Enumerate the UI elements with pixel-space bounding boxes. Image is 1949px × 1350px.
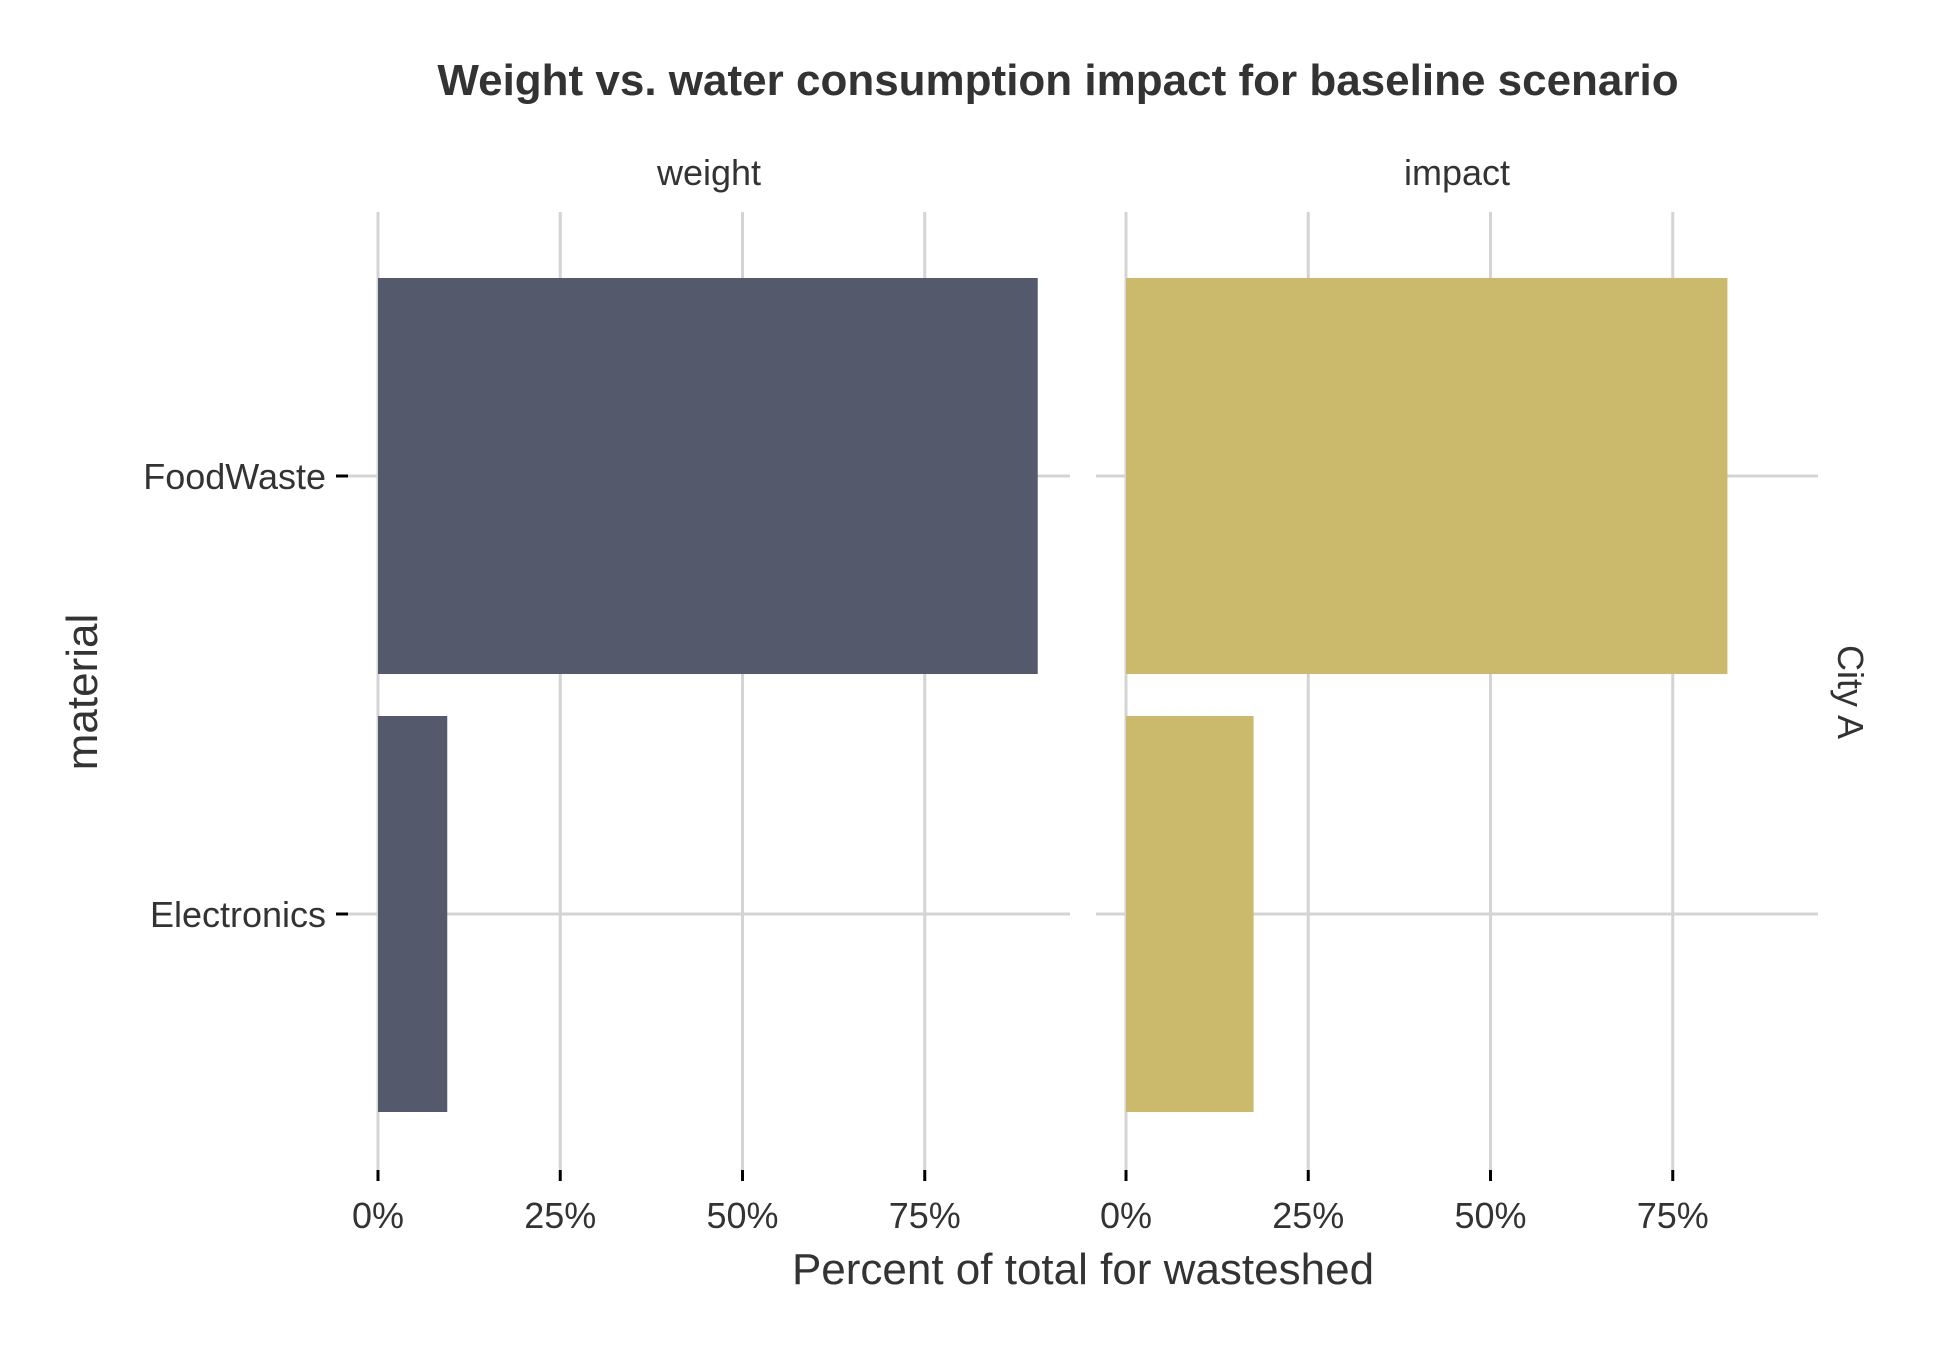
row-facet-label: City A	[1830, 645, 1871, 739]
x-tick-label: 75%	[889, 1195, 961, 1236]
x-tick-label: 0%	[1100, 1195, 1152, 1236]
chart-title: Weight vs. water consumption impact for …	[437, 56, 1678, 105]
panel-weight: weight 0% 25% 50% 75%	[348, 152, 1070, 1236]
x-tick-label: 25%	[524, 1195, 596, 1236]
panel-strip-label: weight	[656, 152, 761, 193]
facet-panels: weight 0% 25% 50% 75% impact 0% 25% 50% 75% FoodWa…	[143, 152, 1818, 1236]
panel-impact: impact 0% 25% 50% 75%	[1096, 152, 1818, 1236]
bar-weight-foodwaste	[378, 278, 1038, 674]
y-axis-title: material	[58, 614, 107, 771]
bar-weight-electronics	[378, 716, 448, 1112]
panel-strip-label: impact	[1404, 152, 1510, 193]
x-axis-title: Percent of total for wasteshed	[792, 1245, 1374, 1294]
bar-impact-foodwaste	[1126, 278, 1728, 674]
bar-impact-electronics	[1126, 716, 1254, 1112]
y-tick-label: FoodWaste	[143, 456, 326, 497]
y-tick-label: Electronics	[150, 894, 326, 935]
x-tick-label: 75%	[1637, 1195, 1709, 1236]
x-tick-label: 50%	[706, 1195, 778, 1236]
x-tick-label: 0%	[352, 1195, 404, 1236]
x-tick-label: 50%	[1454, 1195, 1526, 1236]
x-tick-label: 25%	[1272, 1195, 1344, 1236]
